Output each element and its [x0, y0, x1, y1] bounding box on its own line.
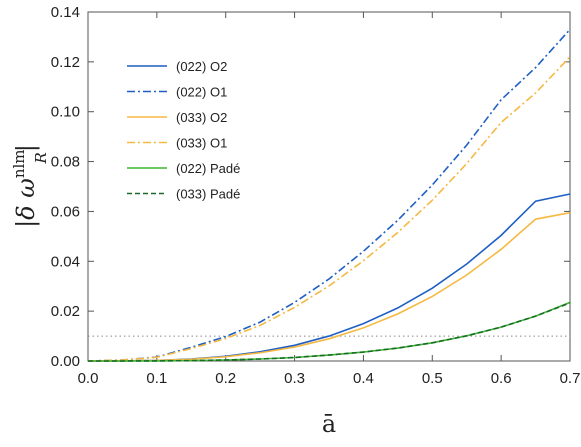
x-tick-label: 0.3: [284, 370, 305, 387]
legend: (022) O2 (022) O1 (033) O2 (033) O1 (022) Pa…: [127, 59, 240, 202]
legend-label: (033) Padé: [176, 187, 240, 202]
y-tick-label: 0.08: [51, 154, 80, 171]
y-tick-label: 0.10: [51, 104, 80, 121]
y-tick-label: 0.14: [51, 4, 80, 21]
legend-label: (022) O2: [176, 59, 227, 74]
x-tick-label: 0.6: [491, 370, 512, 387]
x-tick-label: 0.2: [215, 370, 236, 387]
tick-group: 0.0 0.1 0.2 0.3 0.4 0.5 0.6 0.7 0.00 0.02 0.04 0.06…: [51, 4, 581, 387]
series-line-1: [87, 28, 571, 362]
series-line-4: [88, 301, 571, 362]
x-tick-label: 0.1: [146, 370, 167, 387]
y-tick-label: 0.06: [51, 203, 80, 220]
y-axis-title-sup: nlm: [10, 149, 28, 178]
y-axis-title-sub: R: [32, 152, 50, 164]
y-tick-label: 0.04: [51, 253, 80, 270]
y-tick-label: 0.00: [51, 353, 80, 370]
x-tick-label: 0.4: [353, 370, 374, 387]
x-tick-label: 0.7: [560, 370, 581, 387]
legend-label: (022) Padé: [176, 161, 240, 176]
y-axis-title: |δ ωnlm R|: [10, 144, 50, 228]
legend-label: (033) O2: [176, 110, 227, 125]
x-axis-title: ā: [322, 410, 336, 438]
plot-frame: [87, 11, 571, 362]
legend-label: (033) O1: [176, 136, 227, 151]
y-tick-label: 0.12: [51, 54, 80, 71]
y-tick-label: 0.02: [51, 303, 80, 320]
series-line-3: [87, 56, 571, 362]
y-axis-title-main: |δ ω: [12, 178, 41, 228]
y-axis-title-close: |: [12, 144, 41, 152]
legend-label: (022) O1: [176, 85, 227, 100]
x-tick-label: 0.0: [78, 370, 99, 387]
series-line-5: [88, 302, 571, 362]
x-tick-label: 0.5: [422, 370, 443, 387]
series-group: [87, 28, 571, 362]
